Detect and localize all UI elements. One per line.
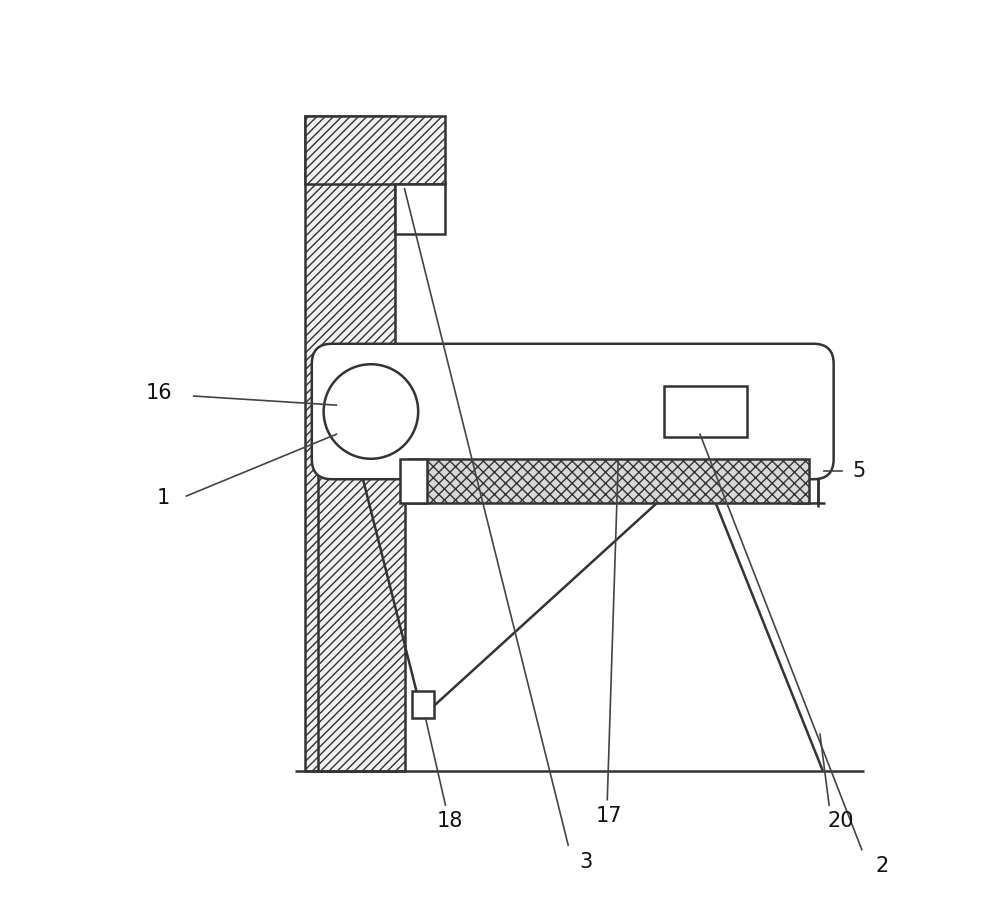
Text: 5: 5 bbox=[852, 461, 866, 481]
Text: 20: 20 bbox=[828, 810, 854, 831]
Text: 17: 17 bbox=[596, 806, 622, 826]
Bar bbox=[412, 690, 434, 718]
Polygon shape bbox=[409, 460, 809, 503]
Circle shape bbox=[324, 365, 418, 459]
Text: 1: 1 bbox=[157, 488, 170, 508]
Text: 3: 3 bbox=[580, 852, 593, 871]
Text: 2: 2 bbox=[875, 856, 888, 876]
Polygon shape bbox=[318, 460, 405, 771]
Text: 16: 16 bbox=[146, 383, 172, 403]
FancyBboxPatch shape bbox=[312, 343, 834, 479]
Bar bbox=[400, 460, 427, 503]
Text: 18: 18 bbox=[437, 810, 463, 831]
Bar bbox=[664, 386, 747, 437]
Polygon shape bbox=[305, 116, 445, 185]
Polygon shape bbox=[395, 185, 445, 234]
Polygon shape bbox=[305, 116, 395, 771]
